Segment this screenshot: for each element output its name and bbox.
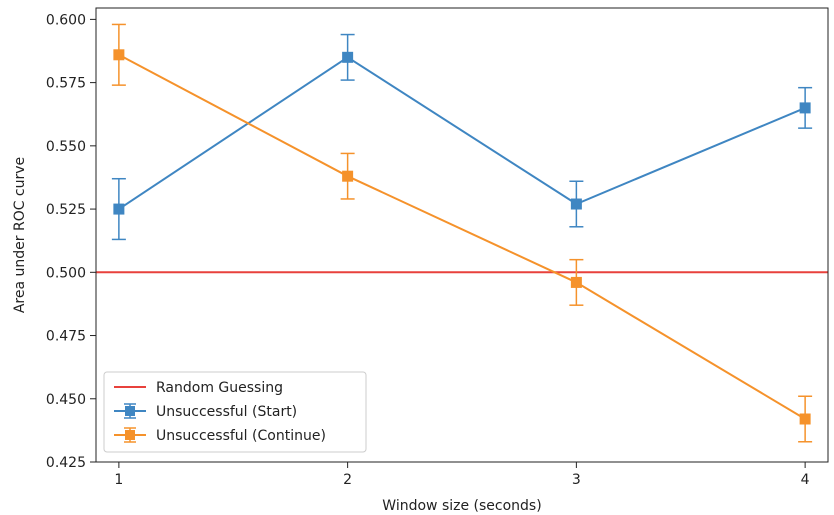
data-point (113, 49, 125, 61)
series-line-1 (118, 56, 806, 210)
y-tick-label: 0.525 (46, 202, 86, 218)
series-line-2 (118, 53, 806, 420)
x-axis-title: Window size (seconds) (382, 498, 541, 514)
y-tick-label: 0.600 (46, 12, 86, 28)
data-point (113, 203, 125, 215)
legend-label: Random Guessing (156, 380, 283, 396)
legend: Random Guessing Unsuccessful (Start) Unsuc… (103, 371, 367, 453)
y-tick-label: 0.425 (46, 455, 86, 471)
legend-box (103, 371, 367, 453)
data-point (799, 413, 811, 425)
legend-swatch-marker (125, 406, 135, 416)
plot-layer (96, 23, 828, 443)
data-point (799, 102, 811, 114)
x-tick-label: 3 (572, 472, 581, 488)
axes-layer: 0.425 0.450 0.475 0.500 0.525 0.550 0.575 0.600… (46, 12, 810, 488)
y-tick-label: 0.500 (46, 265, 86, 281)
x-tick-label: 2 (343, 472, 352, 488)
y-tick-label: 0.550 (46, 139, 86, 155)
legend-label: Unsuccessful (Start) (156, 404, 297, 420)
x-tick-label: 4 (801, 472, 810, 488)
x-tick-label: 1 (114, 472, 123, 488)
legend-label: Unsuccessful (Continue) (156, 428, 326, 444)
y-axis-title: Area under ROC curve (12, 157, 28, 313)
data-point (570, 276, 582, 288)
y-tick-label: 0.575 (46, 76, 86, 92)
data-point (342, 51, 354, 63)
legend-swatch-marker (125, 430, 135, 440)
plot-frame (95, 7, 829, 463)
y-tick-label: 0.450 (46, 392, 86, 408)
data-point (570, 198, 582, 210)
data-point (342, 170, 354, 182)
y-tick-label: 0.475 (46, 329, 86, 345)
